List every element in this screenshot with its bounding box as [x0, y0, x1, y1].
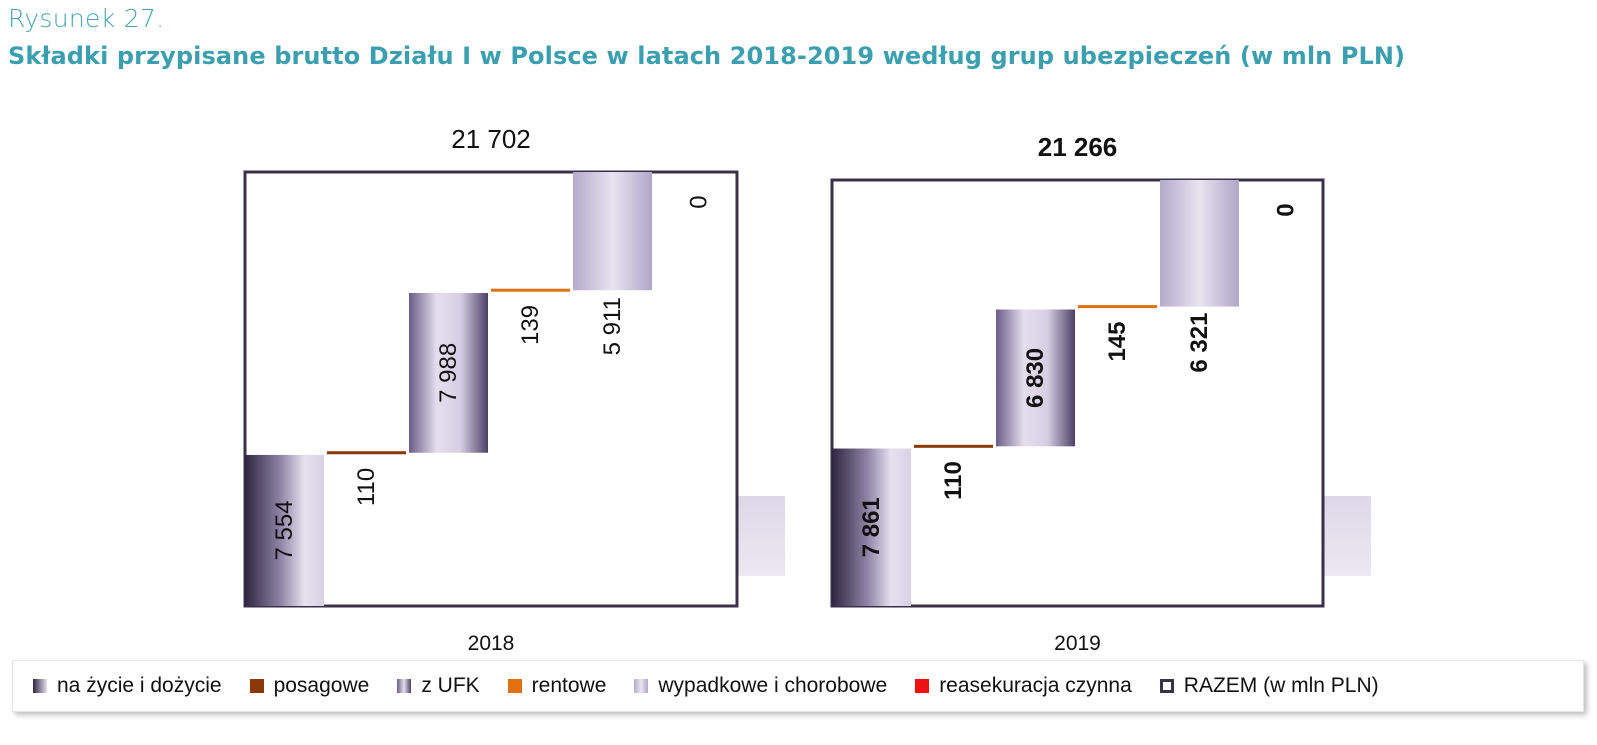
bar-rentowe: [1078, 305, 1157, 309]
value-label: 110: [940, 461, 967, 500]
panel-shadow: [1323, 496, 1371, 576]
legend-label: wypadkowe i chorobowe: [658, 674, 888, 697]
value-label: 7 861: [858, 497, 885, 557]
total-frame: [830, 178, 1325, 608]
bar-na-zycie: [245, 454, 324, 606]
swatch-rentowe: [507, 679, 522, 693]
year-label: 2019: [1054, 632, 1101, 655]
swatch-reasekuracja: [915, 679, 930, 693]
bar-wypadkowe: [573, 172, 652, 291]
figure-title: Składki przypisane brutto Działu I w Pol…: [8, 42, 1406, 70]
total-label: 21 266: [1038, 132, 1118, 162]
swatch-na-zycie: [33, 679, 47, 693]
bar-z-ufk: [409, 292, 488, 453]
legend-label: z UFK: [421, 674, 480, 697]
legend-item-razem: RAZEM (w mln PLN): [1159, 674, 1379, 698]
legend-label: posagowe: [273, 674, 370, 697]
year-label: 2018: [468, 632, 515, 655]
value-label: 110: [353, 468, 380, 506]
value-label: 145: [1104, 321, 1131, 361]
value-label: 7 988: [435, 343, 462, 403]
legend-item-z-ufk: z UFK: [397, 674, 480, 698]
legend-item-posagowe: posagowe: [249, 674, 370, 698]
bar-posagowe: [914, 444, 993, 448]
value-label: 139: [517, 305, 544, 345]
figure-label: Rysunek 27.: [8, 4, 165, 33]
value-label: 0: [1273, 203, 1300, 216]
bar-wypadkowe: [1160, 179, 1239, 307]
bar-z-ufk: [996, 309, 1075, 447]
value-label: 6 830: [1022, 348, 1049, 408]
legend-item-rentowe: rentowe: [507, 674, 607, 698]
value-label: 0: [686, 195, 713, 208]
legend: na życie i dożycie posagowe z UFK rentow…: [12, 660, 1584, 712]
total-label: 21 702: [451, 124, 531, 154]
legend-label: RAZEM (w mln PLN): [1183, 674, 1379, 697]
legend-item-reasekuracja: reasekuracja czynna: [915, 674, 1132, 698]
legend-label: reasekuracja czynna: [939, 674, 1132, 697]
bar-na-zycie: [832, 448, 911, 606]
waterfall-charts: 7 554 110 7 988 139 5 911 0 21 702 2018 7 861 110…: [243, 124, 1371, 655]
total-frame: [243, 170, 739, 608]
value-label: 5 911: [599, 297, 626, 355]
value-label: 7 554: [271, 500, 298, 560]
value-label: 6 321: [1186, 313, 1213, 373]
swatch-wypadkowe: [634, 679, 649, 693]
legend-item-wypadkowe: wypadkowe i chorobowe: [634, 674, 887, 698]
panel-shadow: [737, 496, 785, 576]
swatch-posagowe: [249, 679, 264, 693]
legend-item-na-zycie: na życie i dożycie: [33, 674, 222, 698]
bar-posagowe: [327, 451, 406, 455]
swatch-razem: [1159, 679, 1174, 693]
legend-label: na życie i dożycie: [57, 674, 222, 697]
bar-rentowe: [491, 288, 570, 292]
legend-label: rentowe: [531, 674, 607, 697]
swatch-z-ufk: [397, 679, 412, 693]
